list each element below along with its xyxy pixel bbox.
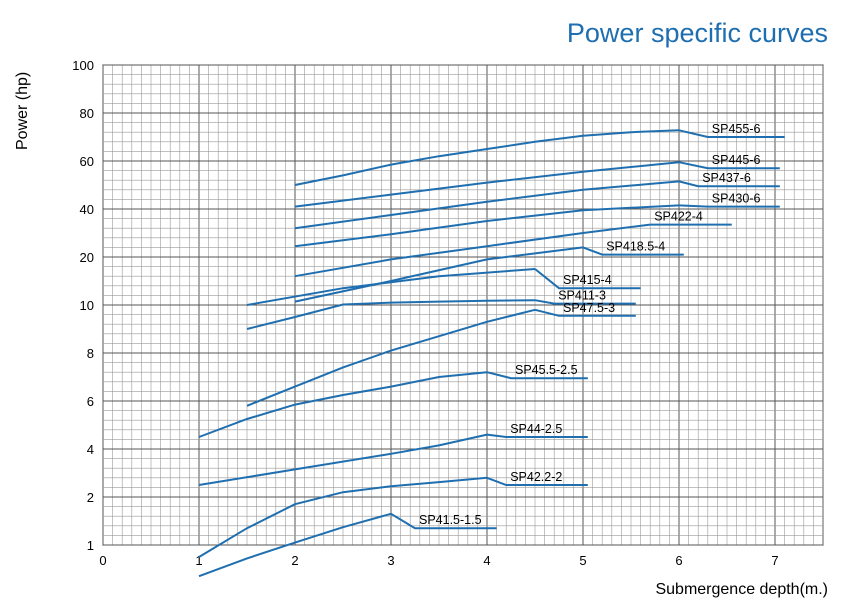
series-label: SP47.5-3 <box>563 301 615 315</box>
x-tick-label: 3 <box>387 553 394 568</box>
series-tail <box>678 161 780 170</box>
series-line <box>294 129 680 186</box>
x-tick-label: 7 <box>771 553 778 568</box>
y-tick-label: 100 <box>72 58 94 73</box>
series-tail <box>678 180 780 188</box>
series-tail <box>534 268 641 290</box>
series-line <box>294 204 680 248</box>
series-line <box>246 268 536 306</box>
series-line <box>198 433 488 486</box>
series-line <box>294 223 651 278</box>
series-label: SP430-6 <box>712 192 761 206</box>
series-line <box>246 299 536 330</box>
series-tail <box>678 129 785 138</box>
y-tick-label: 4 <box>87 442 94 457</box>
x-tick-label: 2 <box>291 553 298 568</box>
series-line <box>294 180 680 230</box>
series-line <box>198 476 488 558</box>
series-label: SP415-4 <box>563 273 612 287</box>
y-tick-label: 40 <box>80 202 94 217</box>
series-label: SP437-6 <box>702 171 751 185</box>
y-tick-label: 6 <box>87 394 94 409</box>
y-tick-label: 60 <box>80 154 94 169</box>
series-tail <box>486 476 588 486</box>
series-tail <box>486 433 588 438</box>
series-label: SP42.2-2 <box>510 470 562 484</box>
series-line <box>198 512 392 578</box>
chart-title: Power specific curves <box>566 18 828 48</box>
x-tick-label: 1 <box>195 553 202 568</box>
series-label: SP45.5-2.5 <box>515 363 578 377</box>
series-label: SP411-3 <box>558 289 606 303</box>
series-line <box>246 308 536 407</box>
y-tick-label: 80 <box>80 106 94 121</box>
series-tail <box>390 512 497 530</box>
series-tail <box>486 371 588 380</box>
series-label: SP455-6 <box>712 122 761 136</box>
series-label: SP418.5-4 <box>606 240 665 254</box>
x-tick-label: 6 <box>675 553 682 568</box>
series-line <box>294 246 584 303</box>
y-tick-label: 8 <box>87 346 94 361</box>
series-label: SP445-6 <box>712 153 761 167</box>
series-line <box>294 161 680 208</box>
x-axis-label: Submergence depth(m.) <box>655 581 828 598</box>
x-tick-label: 5 <box>579 553 586 568</box>
series-tail <box>534 308 636 317</box>
y-tick-label: 10 <box>80 298 94 313</box>
series-tail <box>582 246 684 256</box>
x-tick-label: 4 <box>483 553 490 568</box>
series-tail <box>678 204 780 208</box>
x-tick-label: 0 <box>99 553 106 568</box>
y-tick-label: 1 <box>87 538 94 553</box>
series-label: SP44-2.5 <box>510 422 562 436</box>
y-tick-label: 2 <box>87 490 94 505</box>
series-line <box>198 371 488 438</box>
series-tail <box>534 299 636 305</box>
series-label: SP422-4 <box>654 210 703 224</box>
y-tick-label: 20 <box>80 250 94 265</box>
series-label: SP41.5-1.5 <box>419 513 482 527</box>
